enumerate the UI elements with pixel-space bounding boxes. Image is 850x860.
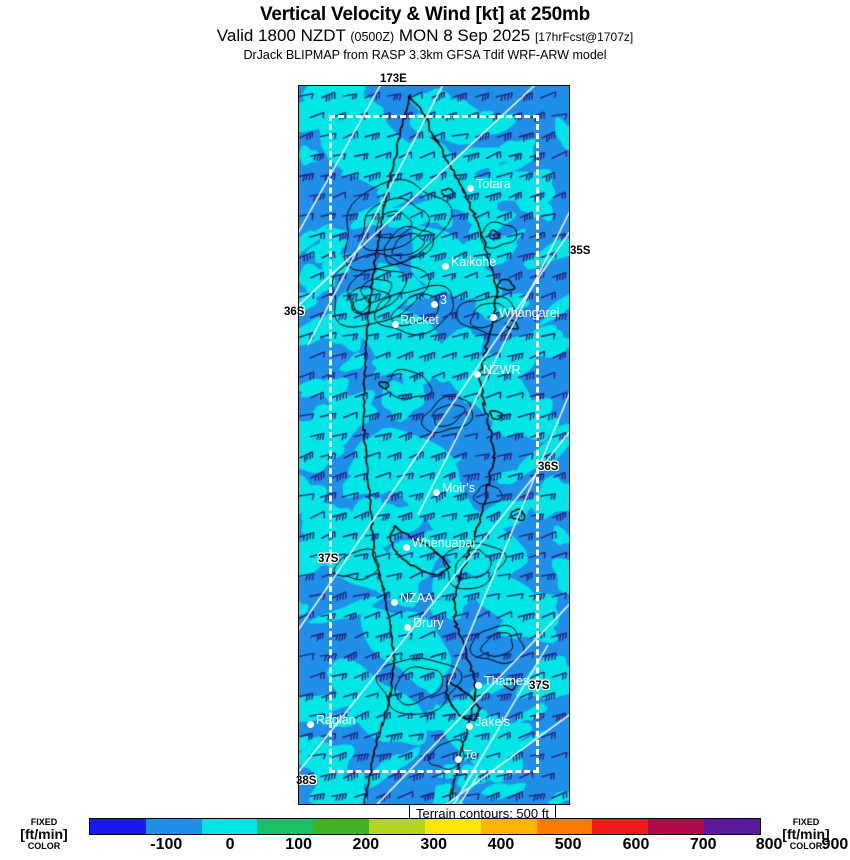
station-label-te: Te xyxy=(464,748,478,762)
station-marker-moir-s xyxy=(433,489,440,496)
colorbar-caption-right-units: [ft/min] xyxy=(782,826,830,842)
station-label-kaikohe: Kaikohe xyxy=(451,255,497,269)
colorbar-band-8 xyxy=(536,819,593,834)
colorbar-caption-left-units: [ft/min] xyxy=(20,826,68,842)
station-label-jake-s: Jake's xyxy=(475,715,511,729)
valid-time-zulu: (0500Z) xyxy=(350,30,395,44)
colorbar-tick-600: 600 xyxy=(622,836,650,853)
station-label-whenuapai: Whenuapai xyxy=(412,536,476,550)
station-marker-whangarei xyxy=(490,314,497,321)
colorbar-tick-900: 900 xyxy=(821,836,849,853)
colorbar-tick-0: 0 xyxy=(225,836,235,853)
colorbar-band-4 xyxy=(313,819,370,834)
station-marker-te xyxy=(455,756,462,763)
colorbar-tick-800: 800 xyxy=(755,836,783,853)
colorbar-tick-labels: -100 0 100 200 300 400 500 600 700 800 900 xyxy=(89,835,848,859)
station-marker-raglan xyxy=(307,721,314,728)
grid-label-36s-2: 36S xyxy=(284,306,305,318)
weather-map[interactable]: 173E 35S 36S 36S 37S 37S 38S Totara Kaikohe 3 Wha… xyxy=(284,73,590,805)
station-marker-kaikohe xyxy=(442,263,449,270)
station-label-rocket: Rocket xyxy=(400,313,439,327)
valid-time-line: Valid 1800 NZDT (0500Z) MON 8 Sep 2025 [… xyxy=(0,26,850,47)
valid-time-prefix: Valid 1800 NZDT xyxy=(216,26,346,45)
station-label-totara: Totara xyxy=(476,177,511,191)
page-title: Vertical Velocity & Wind [kt] at 250mb xyxy=(259,4,591,25)
map-raster xyxy=(298,85,570,805)
colorbar-tick-100: 100 xyxy=(285,836,313,853)
grid-label-37s-4: 37S xyxy=(318,553,339,565)
colorbar-band-3 xyxy=(257,819,314,834)
colorbar-tick-700: 700 xyxy=(689,836,717,853)
colorbar-caption-right: FIXED [ft/min] COLOR xyxy=(766,818,846,851)
colorbar-band-11 xyxy=(704,819,760,834)
colorbar-gradient[interactable] xyxy=(89,818,761,835)
station-marker-drury xyxy=(404,624,411,631)
station-label-nzaa: NZAA xyxy=(400,591,434,605)
station-marker-whenuapai xyxy=(403,544,410,551)
station-label-3: 3 xyxy=(440,293,447,307)
colorbar-band-9 xyxy=(592,819,649,834)
colorbar-band-2 xyxy=(201,819,258,834)
station-label-raglan: Raglan xyxy=(316,713,356,727)
colorbar-caption-left: FIXED [ft/min] COLOR xyxy=(4,818,84,851)
colorbar-tick-200: 200 xyxy=(352,836,380,853)
station-marker-rocket xyxy=(392,321,399,328)
station-marker-3 xyxy=(431,301,438,308)
colorbar-tick-500: 500 xyxy=(554,836,582,853)
colorbar-tick--100: -100 xyxy=(150,836,183,853)
colorbar-band-10 xyxy=(648,819,705,834)
station-label-whangarei: Whangarei xyxy=(499,306,560,320)
station-marker-nzaa xyxy=(391,599,398,606)
colorbar-band-5 xyxy=(369,819,425,834)
colorbar-caption-left-fixed: FIXED xyxy=(30,817,58,827)
station-marker-thames xyxy=(475,682,482,689)
model-subtitle: DrJack BLIPMAP from RASP 3.3km GFSA Tdif… xyxy=(243,48,607,62)
station-marker-nzwr xyxy=(474,371,481,378)
colorbar-band-0 xyxy=(90,819,146,834)
grid-label-38s-6: 38S xyxy=(296,775,317,787)
station-label-nzwr: NZWR xyxy=(483,363,521,377)
colorbar-band-6 xyxy=(424,819,481,834)
valid-date: MON 8 Sep 2025 xyxy=(398,26,531,45)
station-marker-totara xyxy=(467,185,474,192)
colorbar-row: FIXED [ft/min] COLOR -100 0 100 200 300 400 50… xyxy=(0,818,850,860)
colorbar-band-7 xyxy=(480,819,537,834)
station-label-thames: Thames xyxy=(484,674,530,688)
colorbar-caption-right-color: COLOR xyxy=(789,841,823,851)
colorbar-caption-right-fixed: FIXED xyxy=(792,817,820,827)
colorbar-band-1 xyxy=(145,819,202,834)
station-marker-jake-s xyxy=(466,723,473,730)
colorbar-tick-300: 300 xyxy=(420,836,448,853)
grid-label-35s-1: 35S xyxy=(570,245,591,257)
station-label-moir-s: Moir's xyxy=(442,481,475,495)
grid-label-37s-5: 37S xyxy=(529,680,550,692)
colorbar-tick-400: 400 xyxy=(487,836,515,853)
title-block: Vertical Velocity & Wind [kt] at 250mb V… xyxy=(0,0,850,63)
grid-label-36s-3: 36S xyxy=(538,461,559,473)
forecast-tag: [17hrFcst@1707z] xyxy=(534,30,634,44)
grid-label-173e-0: 173E xyxy=(380,73,407,85)
station-label-drury: Drury xyxy=(413,616,444,630)
colorbar-caption-left-color: COLOR xyxy=(27,841,61,851)
